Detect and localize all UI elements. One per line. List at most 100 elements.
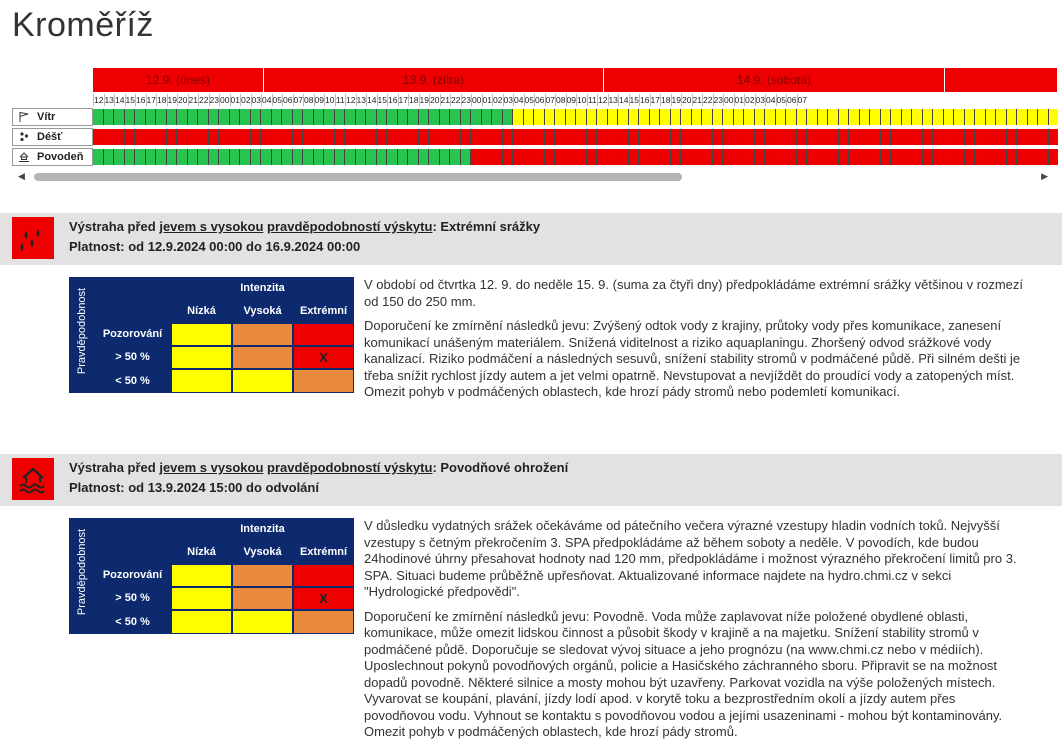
timeline-cell	[250, 149, 261, 165]
timeline-cell	[282, 149, 293, 165]
timeline-cell	[702, 129, 713, 145]
warning-header-flood: Výstraha před jevem s vysokou pravděpodo…	[0, 454, 1062, 506]
timeline-cell	[313, 109, 324, 125]
timeline-cell	[1038, 109, 1049, 125]
timeline-cell	[1038, 149, 1049, 165]
timeline-cell	[975, 129, 986, 145]
timeline-row-flood: Povodeň	[12, 148, 1058, 166]
hour-tick: 02	[492, 94, 503, 106]
timeline-cell	[303, 149, 314, 165]
timeline-cell	[576, 149, 587, 165]
timeline-cell	[187, 129, 198, 145]
hour-tick: 13	[355, 94, 366, 106]
warning-header-rain: Výstraha před jevem s vysokou pravděpodo…	[0, 213, 1062, 265]
hour-tick: 01	[481, 94, 492, 106]
timeline-cell	[712, 149, 723, 165]
row-label: Vítr	[37, 111, 56, 123]
timeline-cell	[397, 109, 408, 125]
timeline-cell	[471, 109, 482, 125]
matrix-side-label: Pravděpodobnost	[76, 528, 88, 616]
timeline-cell	[429, 129, 440, 145]
timeline-cell	[114, 109, 125, 125]
hour-tick: 11	[334, 94, 345, 106]
timeline-cell	[1027, 149, 1038, 165]
timeline-cell	[1006, 109, 1017, 125]
timeline-cell	[471, 129, 482, 145]
timeline-cell	[502, 129, 513, 145]
warning-validity: Platnost: od 13.9.2024 15:00 do odvolání	[69, 480, 319, 495]
hour-tick: 09	[313, 94, 324, 106]
timeline-cell	[544, 149, 555, 165]
timeline-cell	[303, 109, 314, 125]
scrollbar-thumb[interactable]	[34, 173, 682, 181]
timeline-cell	[817, 149, 828, 165]
timeline-cell	[702, 149, 713, 165]
timeline-cell	[198, 129, 209, 145]
timeline-cell	[975, 109, 986, 125]
timeline-cell	[849, 109, 860, 125]
hour-tick: 05	[271, 94, 282, 106]
timeline-cell	[523, 149, 534, 165]
timeline-cell	[744, 149, 755, 165]
timeline-cell	[324, 109, 335, 125]
timeline-cell	[1048, 109, 1058, 125]
timeline-cell	[723, 149, 734, 165]
hour-tick: 15	[376, 94, 387, 106]
scroll-right-arrow-icon[interactable]: ▶	[1041, 171, 1048, 181]
hour-tick: 14	[114, 94, 125, 106]
link-probability[interactable]: pravděpodobností výskytu	[267, 219, 433, 234]
timeline-cell	[964, 149, 975, 165]
timeline-cell	[418, 129, 429, 145]
timeline-cell	[481, 109, 492, 125]
timeline-cell	[765, 109, 776, 125]
hour-tick: 12	[93, 94, 104, 106]
timeline-cell	[996, 109, 1007, 125]
hour-tick: 06	[786, 94, 797, 106]
timeline-cell	[544, 129, 555, 145]
timeline-cell	[219, 109, 230, 125]
timeline-cell	[408, 109, 419, 125]
link-phenomenon[interactable]: jevem s vysokou	[159, 219, 264, 234]
timeline-cell	[765, 149, 776, 165]
timeline-cell	[796, 149, 807, 165]
timeline-cell	[891, 129, 902, 145]
link-phenomenon[interactable]: jevem s vysokou	[159, 460, 264, 475]
timeline-cell	[786, 109, 797, 125]
hour-tick: 07	[292, 94, 303, 106]
page-title: Kroměříž	[12, 6, 154, 44]
hour-tick: 21	[691, 94, 702, 106]
timeline-cell	[219, 149, 230, 165]
timeline-cell	[565, 149, 576, 165]
hour-tick: 23	[208, 94, 219, 106]
timeline-cell	[807, 109, 818, 125]
timeline-cell	[954, 129, 965, 145]
timeline-cell	[408, 149, 419, 165]
timeline-cell	[922, 129, 933, 145]
timeline-cell	[534, 129, 545, 145]
timeline-cell	[355, 109, 366, 125]
timeline-cell	[828, 129, 839, 145]
link-probability[interactable]: pravděpodobností výskytu	[267, 460, 433, 475]
timeline-cell	[166, 109, 177, 125]
timeline-cell	[334, 149, 345, 165]
timeline-cell	[849, 129, 860, 145]
timeline-cell	[828, 109, 839, 125]
timeline-cell	[744, 129, 755, 145]
timeline-cell	[880, 109, 891, 125]
hour-tick: 16	[387, 94, 398, 106]
timeline-cell	[891, 149, 902, 165]
hour-tick: 03	[250, 94, 261, 106]
timeline-cell	[156, 129, 167, 145]
timeline-cell	[271, 149, 282, 165]
matrix-row: < 50 %	[94, 610, 171, 634]
timeline-cell	[649, 109, 660, 125]
horizontal-scrollbar[interactable]: ◀ ▶	[12, 170, 1058, 184]
hour-tick: 07	[544, 94, 555, 106]
hour-tick: 10	[576, 94, 587, 106]
timeline-cell	[1048, 149, 1058, 165]
hour-tick: 00	[471, 94, 482, 106]
hour-tick: 16	[135, 94, 146, 106]
timeline-cell	[313, 149, 324, 165]
scroll-left-arrow-icon[interactable]: ◀	[18, 171, 25, 181]
timeline-cell	[544, 109, 555, 125]
